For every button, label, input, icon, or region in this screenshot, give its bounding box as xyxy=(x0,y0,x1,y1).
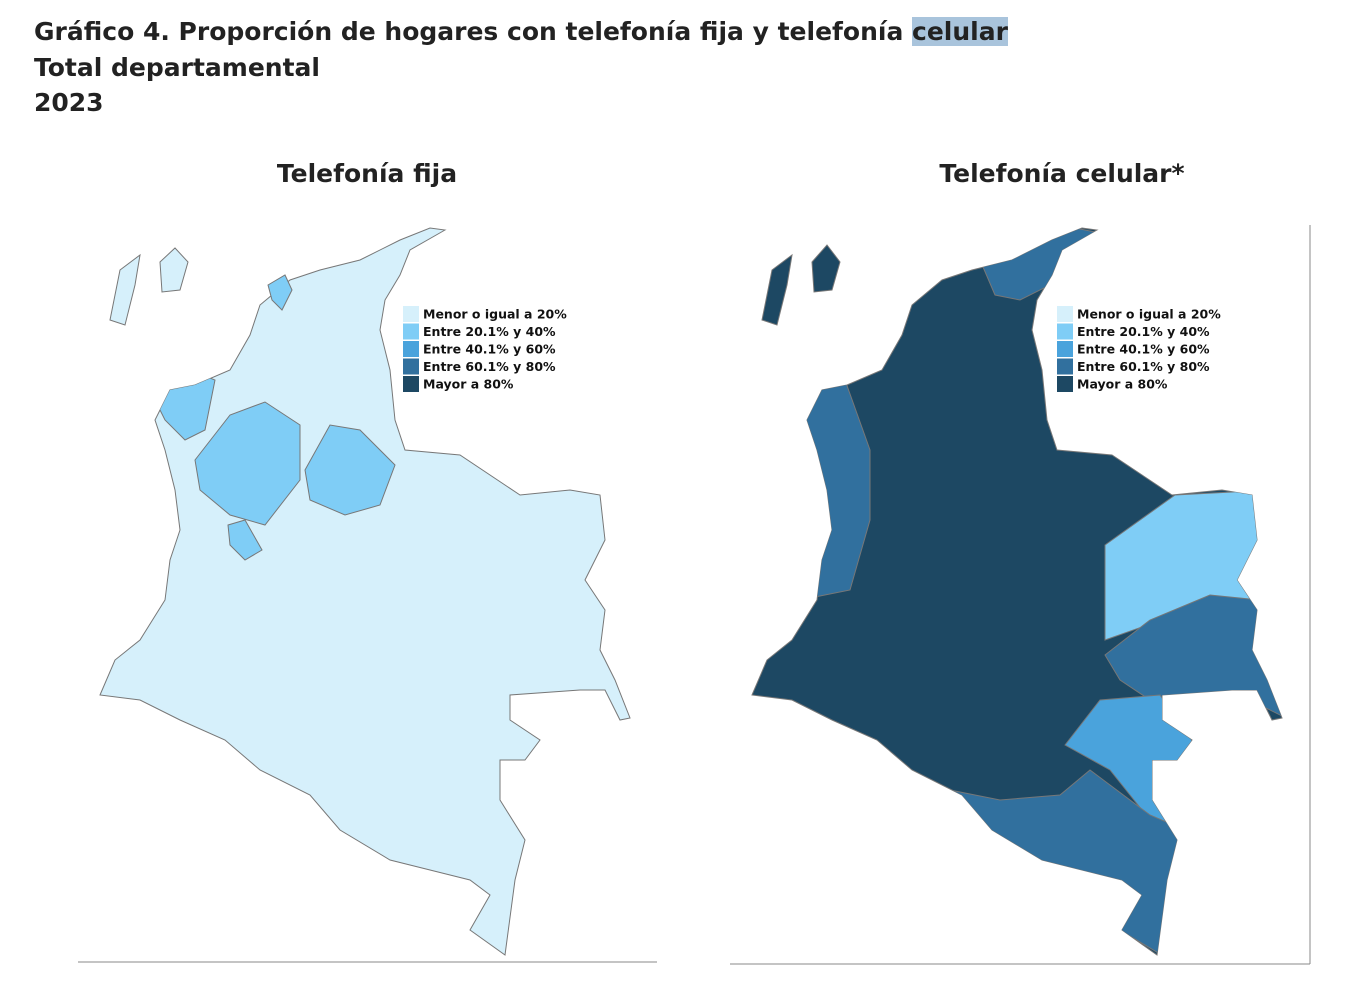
legend-label: Mayor a 80% xyxy=(423,377,514,392)
legend-swatch xyxy=(1057,376,1073,392)
island xyxy=(109,247,189,326)
region xyxy=(267,274,293,311)
map-title: Telefonía fija xyxy=(277,159,457,188)
region xyxy=(227,519,263,561)
island xyxy=(761,244,841,326)
legend-label: Mayor a 80% xyxy=(1077,377,1168,392)
region xyxy=(1104,594,1282,721)
legend-swatch xyxy=(403,323,419,340)
legend-swatch xyxy=(403,376,419,392)
legend-swatch xyxy=(1057,358,1073,375)
legend-label: Entre 40.1% y 60% xyxy=(1077,342,1210,357)
legend-swatch xyxy=(1057,306,1073,322)
legend: Menor o igual a 20% Entre 20.1% y 40% Entr… xyxy=(1057,306,1221,392)
title: Gráfico 4. Proporción de hogares con tel… xyxy=(34,14,1008,49)
subtitle: Total departamental xyxy=(34,53,320,82)
legend-swatch xyxy=(403,306,419,322)
legend: Menor o igual a 20% Entre 20.1% y 40% Entr… xyxy=(403,306,567,392)
region xyxy=(194,401,301,526)
legend-label: Menor o igual a 20% xyxy=(423,307,567,322)
legend-label: Entre 20.1% y 40% xyxy=(423,324,556,339)
legend-label: Entre 20.1% y 40% xyxy=(1077,324,1210,339)
title-text: Gráfico 4. Proporción de hogares con tel… xyxy=(34,17,904,46)
selected-text: celular xyxy=(912,17,1008,46)
map-title: Telefonía celular* xyxy=(939,159,1184,188)
legend-label: Entre 40.1% y 60% xyxy=(423,342,556,357)
legend-label: Menor o igual a 20% xyxy=(1077,307,1221,322)
region xyxy=(304,424,396,516)
region xyxy=(979,228,1111,301)
legend-swatch xyxy=(1057,341,1073,357)
map-celular: Menor o igual a 20% Entre 20.1% y 40% Entr… xyxy=(751,227,1283,956)
legend-swatch xyxy=(403,358,419,375)
legend-label: Entre 60.1% y 80% xyxy=(423,359,556,374)
legend-swatch xyxy=(1057,323,1073,340)
map-fija: Menor o igual a 20% Entre 20.1% y 40% Entr… xyxy=(99,227,631,956)
year: 2023 xyxy=(34,88,104,117)
legend-swatch xyxy=(403,341,419,357)
legend-label: Entre 60.1% y 80% xyxy=(1077,359,1210,374)
